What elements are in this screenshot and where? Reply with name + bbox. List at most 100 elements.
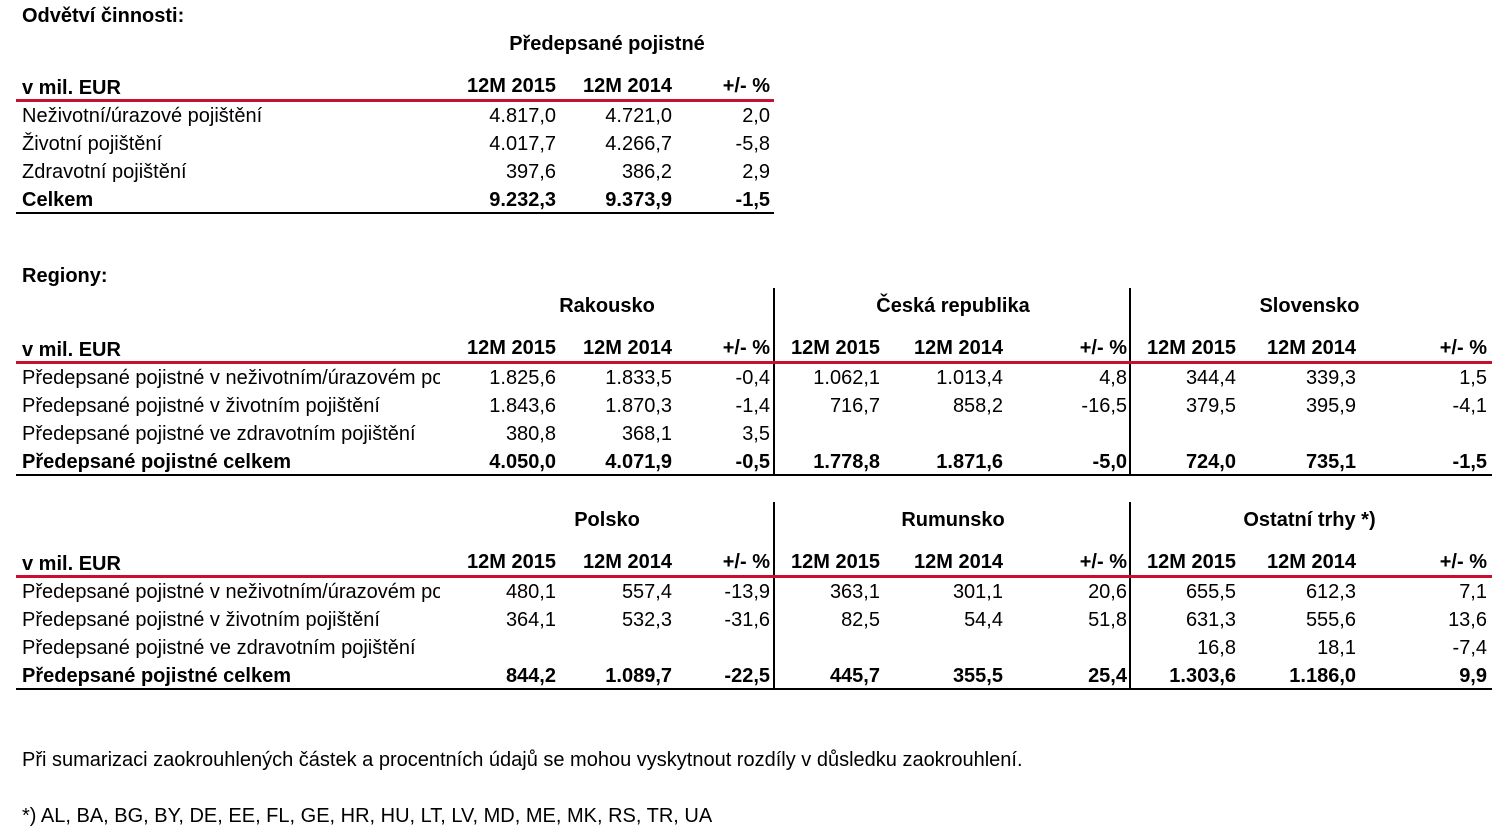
- table-cell: 4.017,7: [489, 133, 556, 155]
- column-header: 12M 2014: [1267, 551, 1356, 573]
- table-cell: 4.721,0: [605, 105, 672, 127]
- table-cell: 344,4: [1185, 367, 1236, 389]
- column-header: +/- %: [722, 75, 770, 97]
- column-header: 12M 2014: [1267, 337, 1356, 359]
- table-cell: 54,4: [964, 609, 1003, 631]
- unit-label: v mil. EUR: [22, 77, 121, 99]
- table-bottom-rule: [16, 474, 1492, 476]
- total-cell: -5,0: [1092, 451, 1127, 473]
- total-label: Předepsané pojistné celkem: [22, 451, 292, 473]
- column-divider: [1129, 288, 1131, 476]
- table-cell: 395,9: [1305, 395, 1356, 417]
- table-cell: 339,3: [1305, 367, 1356, 389]
- table-cell: -16,5: [1081, 395, 1127, 417]
- table-cell: -0,4: [735, 367, 770, 389]
- total-cell: 25,4: [1088, 665, 1127, 687]
- table-cell: 1.062,1: [813, 367, 880, 389]
- total-cell: 1.186,0: [1289, 665, 1356, 687]
- column-header: 12M 2015: [791, 337, 880, 359]
- row-label: Předepsané pojistné v neživotním/úrazové…: [22, 367, 440, 389]
- table-cell: 858,2: [952, 395, 1003, 417]
- column-header: +/- %: [1439, 337, 1487, 359]
- row-label: Předepsané pojistné v životním pojištění: [22, 609, 380, 631]
- table-cell: -31,6: [724, 609, 770, 631]
- row-label: Neživotní/úrazové pojištění: [22, 105, 263, 127]
- table-cell: 4,8: [1099, 367, 1127, 389]
- column-header: +/- %: [722, 337, 770, 359]
- header-rule: [16, 575, 1492, 578]
- table-cell: 368,1: [621, 423, 672, 445]
- row-label: Předepsané pojistné ve zdravotním pojišt…: [22, 637, 416, 659]
- column-header: +/- %: [1079, 337, 1127, 359]
- table-cell: 1,5: [1459, 367, 1487, 389]
- total-cell: 844,2: [505, 665, 556, 687]
- column-header: +/- %: [1079, 551, 1127, 573]
- table-cell: 3,5: [742, 423, 770, 445]
- total-cell: 1.778,8: [813, 451, 880, 473]
- table-cell: 397,6: [505, 161, 556, 183]
- total-cell: 1.089,7: [605, 665, 672, 687]
- table-cell: 20,6: [1088, 581, 1127, 603]
- row-label: Předepsané pojistné v životním pojištění: [22, 395, 380, 417]
- table-cell: -4,1: [1452, 395, 1487, 417]
- total-cell: 9,9: [1459, 665, 1487, 687]
- group-header: Předepsané pojistné: [509, 33, 705, 55]
- table-cell: 4.817,0: [489, 105, 556, 127]
- table-cell: 480,1: [505, 581, 556, 603]
- table-cell: 4.266,7: [605, 133, 672, 155]
- table-cell: 13,6: [1448, 609, 1487, 631]
- column-header: +/- %: [1439, 551, 1487, 573]
- total-cell: -1,5: [1452, 451, 1487, 473]
- column-header: 12M 2015: [467, 75, 556, 97]
- region-header: Polsko: [574, 509, 640, 531]
- table-cell: -13,9: [724, 581, 770, 603]
- rounding-note: Při sumarizaci zaokrouhlených částek a p…: [22, 749, 1023, 771]
- footnote: *) AL, BA, BG, BY, DE, EE, FL, GE, HR, H…: [22, 805, 713, 827]
- table-cell: 1.870,3: [605, 395, 672, 417]
- table-cell: 16,8: [1197, 637, 1236, 659]
- table-cell: 386,2: [621, 161, 672, 183]
- table-cell: -7,4: [1452, 637, 1487, 659]
- column-header: 12M 2014: [583, 337, 672, 359]
- unit-label: v mil. EUR: [22, 339, 121, 361]
- section-title: Regiony:: [22, 265, 108, 287]
- region-header: Rakousko: [559, 295, 655, 317]
- total-cell: 1.303,6: [1169, 665, 1236, 687]
- table-cell: 380,8: [505, 423, 556, 445]
- column-header: +/- %: [722, 551, 770, 573]
- total-cell: 9.232,3: [489, 189, 556, 211]
- table-cell: 379,5: [1185, 395, 1236, 417]
- total-cell: 445,7: [829, 665, 880, 687]
- total-label: Celkem: [22, 189, 94, 211]
- total-cell: 355,5: [952, 665, 1003, 687]
- column-header: 12M 2014: [583, 551, 672, 573]
- column-divider: [773, 502, 775, 690]
- column-divider: [1129, 502, 1131, 690]
- header-rule: [16, 99, 774, 102]
- total-cell: 1.871,6: [936, 451, 1003, 473]
- table-cell: 612,3: [1305, 581, 1356, 603]
- table-cell: 532,3: [621, 609, 672, 631]
- total-cell: 724,0: [1185, 451, 1236, 473]
- total-cell: 4.050,0: [489, 451, 556, 473]
- table-cell: 2,0: [742, 105, 770, 127]
- table-cell: 301,1: [952, 581, 1003, 603]
- column-header: 12M 2015: [1147, 337, 1236, 359]
- row-label: Zdravotní pojištění: [22, 161, 187, 183]
- column-header: 12M 2015: [467, 337, 556, 359]
- table-bottom-rule: [16, 688, 1492, 690]
- table-cell: 1.843,6: [489, 395, 556, 417]
- table-cell: 363,1: [829, 581, 880, 603]
- table-cell: 555,6: [1305, 609, 1356, 631]
- table-cell: 557,4: [621, 581, 672, 603]
- table-cell: 1.825,6: [489, 367, 556, 389]
- table-cell: 655,5: [1185, 581, 1236, 603]
- region-header: Slovensko: [1259, 295, 1360, 317]
- column-header: 12M 2015: [791, 551, 880, 573]
- column-header: 12M 2015: [467, 551, 556, 573]
- total-cell: 4.071,9: [605, 451, 672, 473]
- table-cell: 82,5: [841, 609, 880, 631]
- table-cell: -1,4: [735, 395, 770, 417]
- table-cell: 18,1: [1317, 637, 1356, 659]
- table-cell: 716,7: [829, 395, 880, 417]
